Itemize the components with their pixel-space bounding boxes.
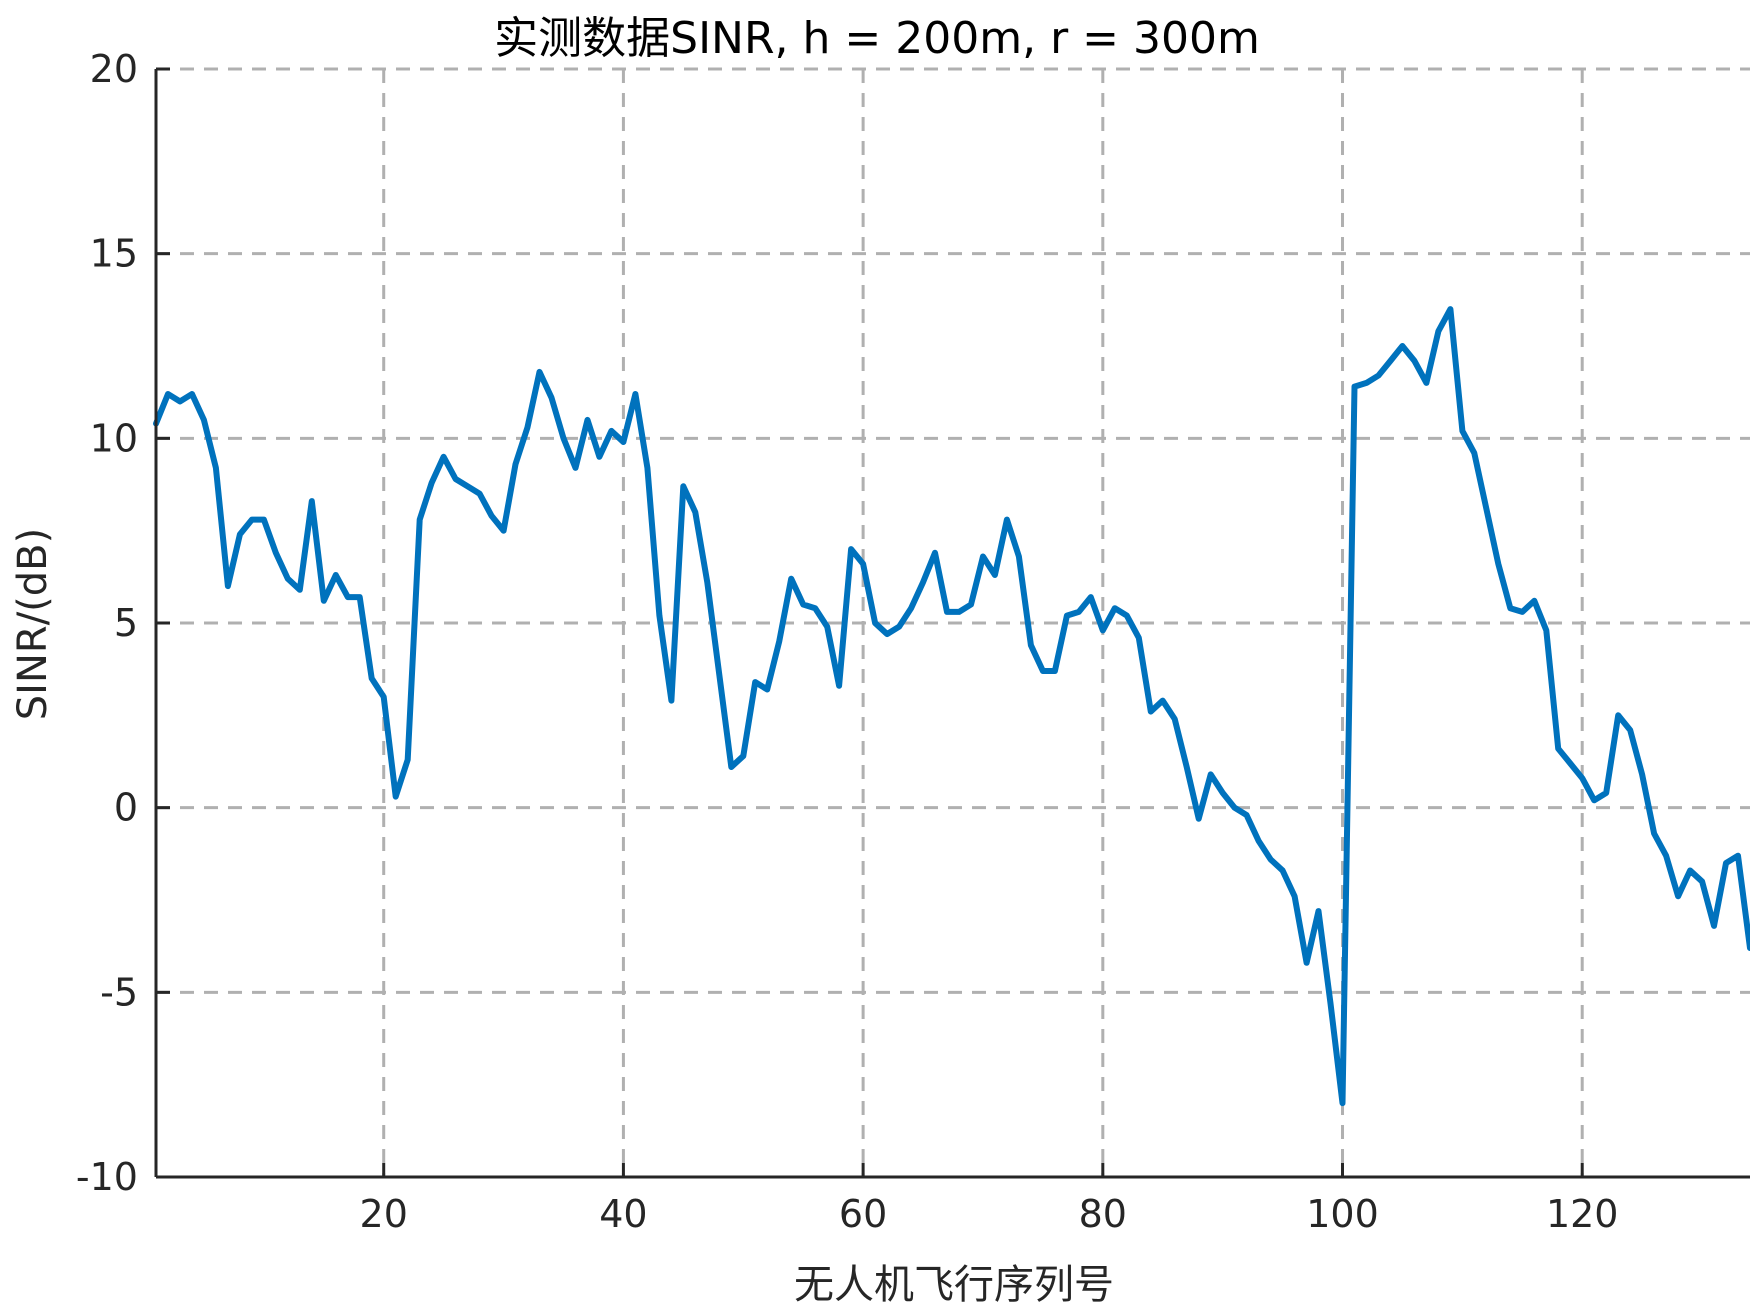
y-axis-title: SINR/(dB) bbox=[10, 528, 56, 720]
series-layer bbox=[153, 306, 1750, 1107]
axes-layer bbox=[154, 67, 1750, 1179]
x-tick-label: 60 bbox=[839, 1192, 887, 1236]
y-tick-label: 10 bbox=[90, 416, 138, 460]
sinr-series-line bbox=[153, 306, 1750, 1107]
y-tick-label: -5 bbox=[100, 970, 138, 1014]
tick-label-layer: 20 40 60 80 100 120 -10 -5 0 5 10 15 20 bbox=[76, 47, 1619, 1236]
y-tick-label: -10 bbox=[76, 1155, 138, 1199]
x-tick-label: 120 bbox=[1546, 1192, 1619, 1236]
y-tick-label: 5 bbox=[114, 601, 138, 645]
y-tick-label: 15 bbox=[90, 232, 138, 276]
x-tick-label: 100 bbox=[1306, 1192, 1379, 1236]
grid-layer bbox=[156, 67, 1750, 1177]
x-tick-label: 20 bbox=[360, 1192, 408, 1236]
x-axis-title: 无人机飞行序列号 bbox=[794, 1262, 1114, 1308]
y-tick-label: 0 bbox=[114, 786, 138, 830]
chart-title: 实测数据SINR, h = 200m, r = 300m bbox=[494, 13, 1260, 64]
x-tick-label: 40 bbox=[599, 1192, 647, 1236]
x-tick-label: 80 bbox=[1079, 1192, 1127, 1236]
y-tick-label: 20 bbox=[90, 47, 138, 91]
